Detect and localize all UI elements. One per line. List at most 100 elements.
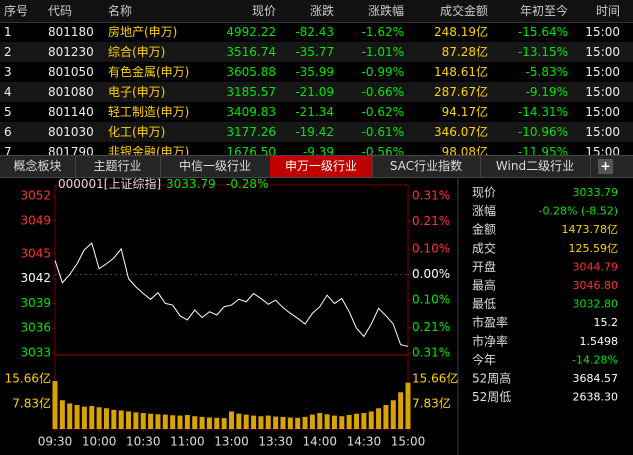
volume-bar — [118, 410, 124, 429]
volume-bar — [287, 417, 293, 429]
table-cell: -0.56% — [361, 145, 404, 155]
volume-bar — [206, 417, 212, 429]
index-change: -0.28% — [226, 177, 268, 191]
column-header[interactable]: 序号 — [4, 4, 29, 18]
price-tick-label: 3039 — [20, 296, 51, 310]
volume-bar — [258, 416, 264, 429]
volume-tick-label-right: 7.83亿 — [412, 396, 451, 411]
volume-bar — [265, 415, 271, 429]
table-cell: 非银金融(申万) — [108, 145, 190, 155]
table-row[interactable]: 7 801790 非银金融(申万) 1676.50 -9.39 -0.56% 98.08亿 -… — [0, 142, 633, 155]
stat-value: -14.28% — [572, 353, 618, 366]
volume-bar — [214, 417, 220, 429]
volume-bar — [199, 416, 205, 429]
column-header[interactable]: 代码 — [48, 4, 73, 18]
column-header[interactable]: 名称 — [108, 4, 133, 18]
table-cell: 3409.83 — [226, 105, 276, 119]
table-cell: 87.28亿 — [441, 45, 488, 59]
index-last: 3033.79 — [166, 177, 216, 191]
table-row[interactable]: 6 801030 化工(申万) 3177.26 -19.42 -0.61% 346.07亿 -… — [0, 122, 633, 142]
tab[interactable]: Wind二级行业 — [480, 156, 591, 177]
table-cell: 15:00 — [585, 145, 620, 155]
volume-bar — [309, 414, 315, 429]
tab[interactable]: 主题行业 — [75, 156, 161, 177]
table-cell: 15:00 — [585, 105, 620, 119]
table-cell: -11.95% — [517, 145, 568, 155]
table-cell: -15.64% — [517, 25, 568, 39]
stat-value: 1473.78亿 — [562, 223, 619, 236]
index-name: 000001[上证综指] — [58, 177, 161, 191]
table-cell: -1.62% — [361, 25, 404, 39]
volume-bar — [251, 415, 257, 429]
column-header[interactable]: 时间 — [595, 4, 620, 18]
table-cell: 3516.74 — [226, 45, 276, 59]
table-cell: 7 — [4, 145, 12, 155]
volume-bar — [390, 400, 396, 429]
volume-bar — [346, 414, 352, 429]
column-header[interactable]: 涨跌 — [309, 4, 334, 18]
tab[interactable]: SAC行业指数 — [372, 156, 481, 177]
volume-bar — [317, 413, 323, 429]
table-cell: 3177.26 — [226, 125, 276, 139]
table-cell: -35.99 — [295, 65, 334, 79]
volume-bar — [67, 403, 73, 429]
table-row[interactable]: 1 801180 房地产(申万) 4992.22 -82.43 -1.62% 248.19亿… — [0, 22, 633, 42]
table-row[interactable]: 3 801050 有色金属(申万) 3605.88 -35.99 -0.99% 148.61… — [0, 62, 633, 82]
pct-tick-label: 0.21% — [412, 320, 450, 334]
volume-bar — [280, 416, 286, 429]
table-cell: -0.62% — [361, 105, 404, 119]
table-cell: -1.01% — [361, 45, 404, 59]
table-row[interactable]: 5 801140 轻工制造(申万) 3409.83 -21.34 -0.62% 94.17亿… — [0, 102, 633, 122]
volume-bar — [383, 405, 389, 429]
table-row[interactable]: 4 801080 电子(申万) 3185.57 -21.09 -0.66% 287.67亿 -… — [0, 82, 633, 102]
volume-bar — [184, 414, 190, 429]
stat-label: 市盈率 — [472, 315, 508, 330]
volume-bar — [89, 406, 95, 429]
table-row[interactable]: 2 801230 综合(申万) 3516.74 -35.77 -1.01% 87.28亿 -1… — [0, 42, 633, 62]
price-tick-label: 3049 — [20, 213, 51, 227]
volume-bar — [140, 413, 146, 429]
column-header[interactable]: 成交金额 — [439, 4, 488, 18]
volume-bar — [354, 413, 360, 429]
table-cell: 3 — [4, 65, 12, 79]
column-header[interactable]: 涨跌幅 — [367, 4, 404, 18]
tab[interactable]: 中信一级行业 — [160, 156, 271, 177]
quote-table: 序号 代码 名称 现价 涨跌 涨跌幅 成交金额 年初至今 时间 1 801180 房地产(申万) 499… — [0, 0, 633, 155]
volume-bar — [52, 381, 58, 429]
table-cell: -21.09 — [295, 85, 334, 99]
price-line — [54, 242, 409, 347]
volume-bar — [177, 415, 183, 429]
table-cell: 电子(申万) — [108, 85, 166, 99]
volume-bar — [96, 407, 102, 429]
volume-bar — [126, 411, 132, 429]
price-tick-label: 3045 — [20, 246, 51, 260]
table-cell: -9.39 — [302, 145, 334, 155]
volume-bar — [331, 415, 337, 429]
volume-bar — [339, 416, 345, 429]
volume-bar — [103, 408, 109, 429]
volume-bar — [405, 382, 411, 429]
volume-bar — [398, 392, 404, 429]
table-cell: 5 — [4, 105, 12, 119]
column-header[interactable]: 年初至今 — [519, 4, 568, 18]
tab-bar: + 概念板块 主题行业 中信一级行业 申万一级行业 SAC行业指数 Wind二级行业 — [0, 155, 633, 178]
add-tab-button[interactable]: + — [598, 159, 613, 174]
table-cell: -13.15% — [517, 45, 568, 59]
volume-bar — [74, 405, 80, 429]
table-cell: 有色金属(申万) — [108, 65, 190, 79]
tab[interactable]: 申万一级行业 — [270, 156, 373, 177]
table-cell: 房地产(申万) — [108, 25, 178, 39]
tab[interactable]: 概念板块 — [0, 156, 76, 177]
column-header[interactable]: 现价 — [251, 4, 276, 18]
table-cell: 801790 — [48, 145, 94, 155]
stat-value: 3033.79 — [573, 186, 619, 199]
table-cell: -0.66% — [361, 85, 404, 99]
price-tick-label: 3052 — [20, 189, 51, 203]
volume-bar — [155, 414, 161, 429]
header-row: 序号 代码 名称 现价 涨跌 涨跌幅 成交金额 年初至今 时间 — [0, 0, 633, 23]
stat-label: 52周低 — [472, 390, 511, 404]
pct-tick-label: 0.21% — [412, 214, 450, 228]
table-cell: 15:00 — [585, 25, 620, 39]
pct-tick-label: 0.31% — [412, 346, 450, 360]
table-cell: 6 — [4, 125, 12, 139]
